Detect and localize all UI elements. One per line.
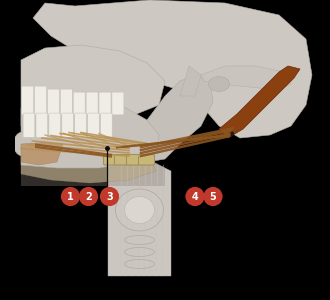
Polygon shape xyxy=(180,66,201,96)
Text: 5: 5 xyxy=(210,191,216,202)
Ellipse shape xyxy=(209,76,229,92)
FancyBboxPatch shape xyxy=(86,92,98,115)
Polygon shape xyxy=(21,142,63,165)
Polygon shape xyxy=(201,66,291,90)
Text: 1: 1 xyxy=(67,191,74,202)
Ellipse shape xyxy=(115,189,163,231)
Ellipse shape xyxy=(124,196,154,224)
Polygon shape xyxy=(33,0,312,138)
FancyBboxPatch shape xyxy=(49,113,61,137)
FancyBboxPatch shape xyxy=(21,86,34,115)
Circle shape xyxy=(79,187,98,206)
Polygon shape xyxy=(21,150,165,186)
Text: 3: 3 xyxy=(106,191,113,202)
Circle shape xyxy=(100,187,119,206)
Ellipse shape xyxy=(14,132,31,156)
FancyBboxPatch shape xyxy=(99,92,111,115)
FancyBboxPatch shape xyxy=(73,92,85,115)
FancyBboxPatch shape xyxy=(48,89,59,115)
Polygon shape xyxy=(21,138,156,183)
FancyBboxPatch shape xyxy=(104,154,154,165)
FancyBboxPatch shape xyxy=(62,113,74,137)
Polygon shape xyxy=(147,75,213,162)
Polygon shape xyxy=(21,45,165,129)
FancyBboxPatch shape xyxy=(60,89,72,115)
Polygon shape xyxy=(108,158,171,276)
Circle shape xyxy=(203,187,223,206)
Polygon shape xyxy=(21,96,159,168)
FancyBboxPatch shape xyxy=(75,113,86,137)
FancyBboxPatch shape xyxy=(101,113,112,137)
FancyBboxPatch shape xyxy=(87,113,99,137)
Text: 2: 2 xyxy=(85,191,92,202)
Text: 4: 4 xyxy=(192,191,198,202)
FancyBboxPatch shape xyxy=(23,113,35,137)
FancyBboxPatch shape xyxy=(36,113,48,137)
FancyBboxPatch shape xyxy=(35,86,47,115)
Circle shape xyxy=(61,187,80,206)
FancyBboxPatch shape xyxy=(112,92,124,115)
Circle shape xyxy=(185,187,205,206)
Polygon shape xyxy=(219,66,300,138)
